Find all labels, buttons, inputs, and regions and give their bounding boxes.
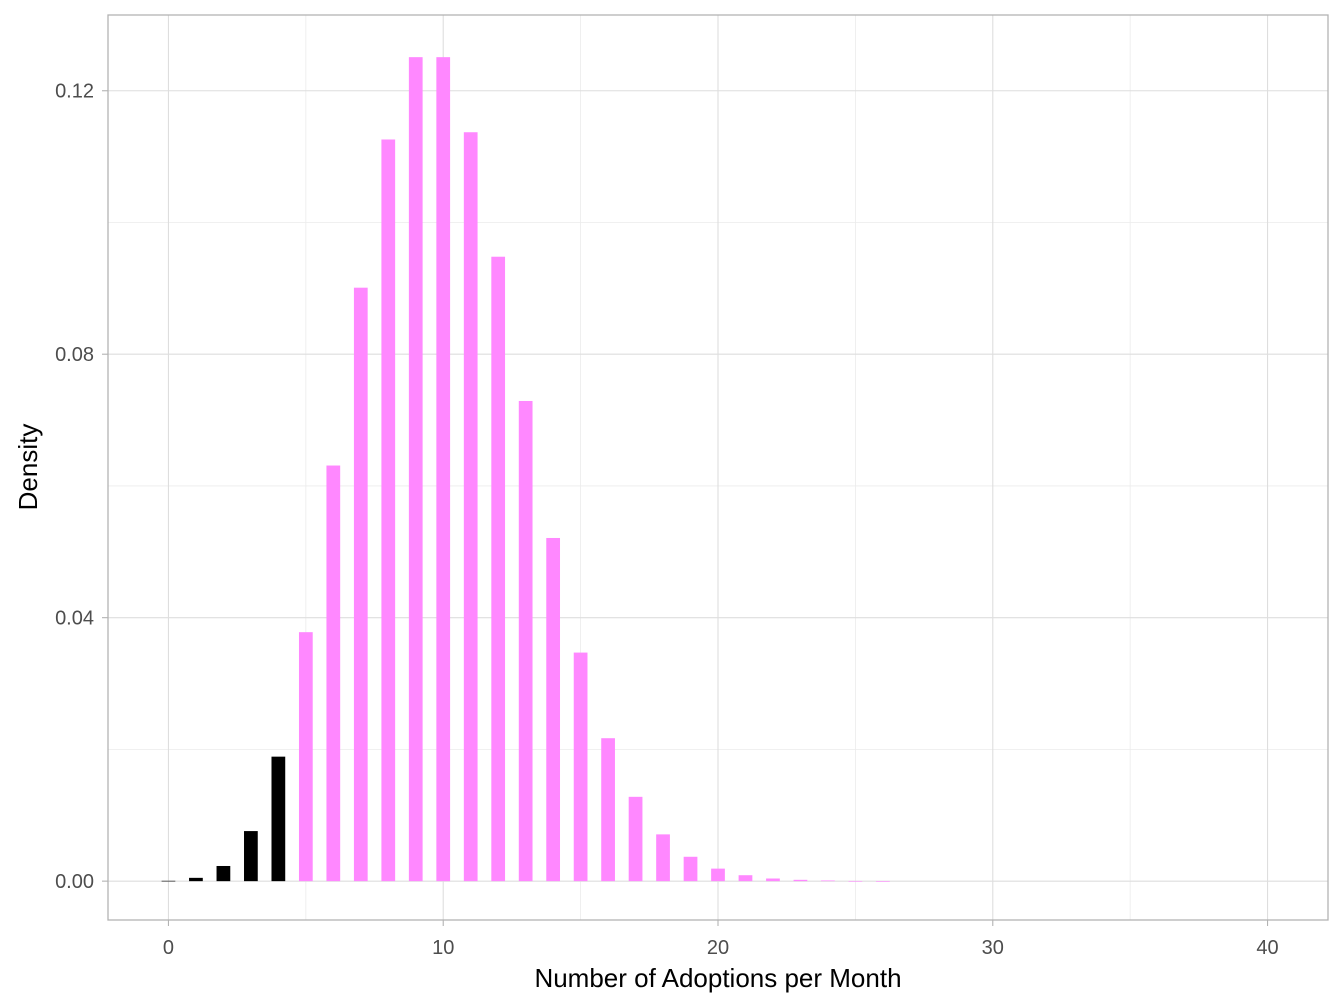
y-tick-label: 0.08 — [55, 344, 94, 366]
bar-x-26 — [875, 881, 890, 882]
y-tick-label: 0.04 — [55, 608, 94, 630]
bar-x-16 — [601, 738, 615, 882]
y-tick-label: 0.00 — [55, 871, 94, 893]
bar-x-20 — [711, 868, 725, 882]
bar-x-19 — [683, 856, 698, 882]
bar-x-25 — [848, 880, 863, 882]
x-tick-label: 10 — [432, 937, 454, 959]
y-axis-title: Density — [13, 424, 43, 511]
y-tick-label: 0.12 — [55, 81, 94, 103]
bar-x-5 — [298, 632, 313, 882]
bar-x-2 — [216, 865, 231, 882]
x-axis-title: Number of Adoptions per Month — [534, 963, 901, 993]
grid-lines — [108, 15, 1328, 920]
bar-x-11 — [463, 132, 478, 882]
bar-x-4 — [271, 756, 286, 882]
bar-x-12 — [491, 256, 506, 882]
bar-x-3 — [244, 831, 258, 882]
bar-x-1 — [189, 877, 203, 882]
x-tick-label: 20 — [707, 937, 729, 959]
bar-x-0 — [161, 880, 176, 882]
bar-x-10 — [436, 57, 451, 882]
bar-x-6 — [326, 465, 341, 882]
bar-x-24 — [821, 880, 835, 882]
bar-x-9 — [408, 57, 423, 882]
x-tick-label: 40 — [1256, 937, 1278, 959]
bar-x-23 — [793, 879, 808, 882]
bar-x-18 — [656, 834, 670, 882]
bars — [161, 57, 890, 882]
bar-x-8 — [381, 139, 396, 882]
bar-x-21 — [738, 875, 753, 882]
bar-x-22 — [766, 878, 780, 882]
x-tick-label: 0 — [163, 937, 174, 959]
bar-x-17 — [628, 796, 643, 882]
axis-ticks: 0 10 20 30 40 0.00 0.04 0.08 0.12 — [55, 81, 1279, 959]
bar-x-14 — [546, 537, 561, 882]
bar-x-7 — [353, 287, 368, 882]
bar-x-13 — [518, 400, 533, 882]
bar-x-15 — [573, 652, 588, 882]
x-tick-label: 30 — [982, 937, 1004, 959]
